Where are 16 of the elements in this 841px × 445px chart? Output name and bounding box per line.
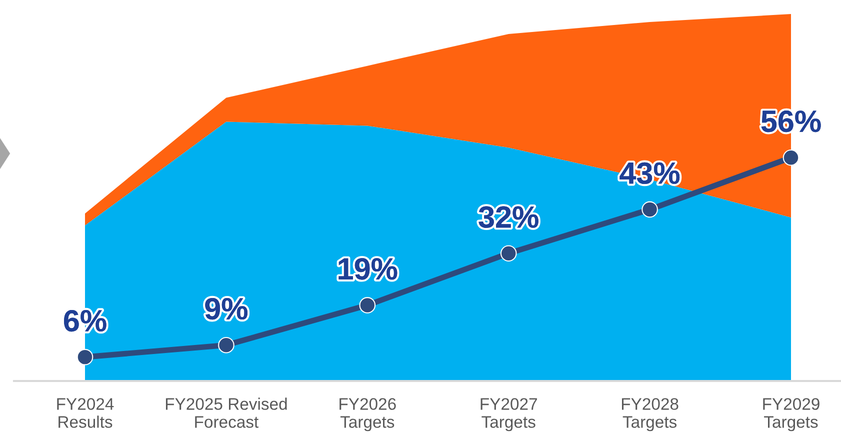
point: [76, 348, 94, 366]
data-label: 43%: [620, 162, 680, 184]
point: [642, 201, 658, 218]
x-tick-label: FY2029 Targets: [763, 398, 820, 432]
data-label: 32%: [478, 206, 538, 228]
point: [359, 297, 376, 314]
point: [500, 245, 517, 262]
x-tick-label: FY2026 Targets: [340, 398, 396, 432]
point: [782, 149, 800, 166]
x-tick-label: FY2024 Results: [57, 398, 114, 428]
x-tick-label: FY2027 Targets: [480, 398, 537, 432]
x-tick-label: FY2025 Revised Forecast: [166, 398, 287, 428]
x-tick-label: FY2028 Targets: [622, 398, 678, 432]
point: [218, 336, 234, 354]
data-label: 19%: [338, 258, 398, 280]
data-label: 9%: [205, 298, 248, 320]
